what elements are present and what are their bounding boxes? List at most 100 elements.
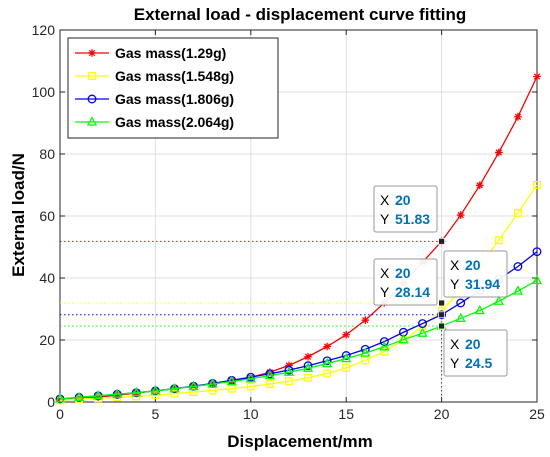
legend-label: Gas mass(1.548g) [115,68,234,84]
data-point [322,357,333,368]
data-point [226,375,237,386]
data-point [514,113,522,120]
data-point [86,116,98,126]
y-tick-label: 40 [39,270,55,286]
data-point [87,94,97,104]
datatip-box [443,250,508,298]
data-point [457,211,464,219]
datatips: X 20 Y 51.83 X 20 Y 28.14 X 20 Y 31.94 X 20 Y 24.5 [373,185,508,377]
series-4 [54,274,543,403]
data-point [245,373,256,383]
datatip-y-key: Y [450,276,460,292]
y-tick-label: 80 [39,146,55,162]
y-tick-label: 0 [47,394,55,410]
data-point [360,347,371,357]
data-point [495,149,502,156]
data-point [265,380,274,388]
x-tick-label: 0 [56,406,64,422]
datatip-y-value: 24.5 [465,355,492,371]
datatip-y-key: Y [380,284,390,300]
datatip: X 20 Y 28.14 [373,258,446,319]
data-point [322,356,332,366]
data-point [379,337,389,346]
data-point [302,362,314,372]
data-point [379,341,390,351]
datatip-x-key: X [450,336,460,352]
x-tick-label: 15 [338,406,354,422]
datatip-y-key: Y [380,211,390,227]
data-point [131,387,142,397]
legend-entry: Gas mass(1.29g) [75,45,226,61]
x-tick-label: 25 [529,406,545,422]
data-point [513,208,522,217]
datatip-anchor [438,299,446,307]
y-axis-label: External load/N [9,153,28,277]
datatip-y-value: 28.14 [395,284,430,300]
datatip-x-value: 20 [465,257,481,273]
data-point [283,366,295,376]
data-point [323,343,331,350]
data-point [151,391,160,400]
legend-box [67,37,279,139]
data-point [398,334,409,344]
data-point [93,390,104,400]
legend-label: Gas mass(2.064g) [115,114,234,130]
data-point [285,377,293,386]
data-point [456,298,466,308]
y-tick-label: 100 [32,84,56,100]
data-point [323,369,332,378]
legend-label: Gas mass(1.806g) [115,91,234,107]
data-point [418,319,427,329]
datatip-anchor [438,311,446,319]
legend-entry: Gas mass(1.806g) [75,91,234,107]
data-point [303,361,313,371]
data-point [493,295,504,305]
data-point [341,352,352,363]
data-point [417,327,428,337]
data-point [88,72,96,80]
x-tick-label: 10 [243,406,259,422]
data-point [362,317,369,324]
data-point [170,389,179,398]
data-point [343,331,350,338]
data-point [474,304,485,315]
data-point [284,365,294,375]
x-axis-label: Displacement/mm [227,432,373,451]
data-point [455,312,466,322]
data-point [304,353,312,360]
data-point [437,310,447,320]
data-point [246,382,255,391]
y-tick-label: 20 [39,332,55,348]
datatip-box [373,185,438,233]
data-point [112,388,123,398]
data-point [533,181,541,189]
datatip: X 20 Y 31.94 [438,250,508,307]
x-tick-label: 20 [434,406,450,422]
data-point [380,347,389,356]
annotation-guides [60,240,443,402]
data-point [304,373,312,382]
datatip-x-value: 20 [395,192,411,208]
datatip-box [443,329,508,377]
data-point [361,356,370,365]
data-point [189,388,198,397]
datatip-x-key: X [450,257,460,273]
data-point [150,385,161,395]
legend-label: Gas mass(1.29g) [115,45,226,61]
data-point [265,369,275,379]
data-point [532,247,542,257]
data-point [513,262,523,271]
datatip-x-key: X [380,265,390,281]
legend-entry: Gas mass(1.548g) [75,68,234,84]
legend-entry: Gas mass(2.064g) [75,114,234,130]
datatip-y-key: Y [450,355,460,371]
datatip-y-value: 51.83 [395,211,430,227]
data-point [531,274,543,285]
data-point [494,236,503,245]
data-point [88,49,96,57]
datatip-y-value: 31.94 [465,276,500,292]
legend: Gas mass(1.29g) Gas mass(1.548g) Gas mass(… [67,37,279,139]
data-point [342,363,351,372]
data-point [188,380,199,391]
x-tick-label: 5 [152,406,160,422]
